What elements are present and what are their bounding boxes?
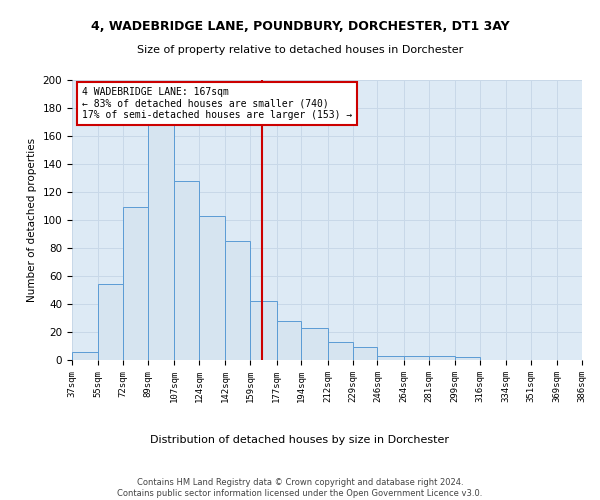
Text: 4 WADEBRIDGE LANE: 167sqm
← 83% of detached houses are smaller (740)
17% of semi: 4 WADEBRIDGE LANE: 167sqm ← 83% of detac… [82,87,352,120]
Bar [353,348,377,360]
Bar [328,342,353,360]
Bar [455,357,480,360]
Bar [377,356,404,360]
Text: Contains HM Land Registry data © Crown copyright and database right 2024.
Contai: Contains HM Land Registry data © Crown c… [118,478,482,498]
Bar [301,328,328,360]
Text: Distribution of detached houses by size in Dorchester: Distribution of detached houses by size … [151,435,449,445]
Bar [123,208,148,360]
Y-axis label: Number of detached properties: Number of detached properties [27,138,37,302]
Text: Size of property relative to detached houses in Dorchester: Size of property relative to detached ho… [137,45,463,55]
Text: 4, WADEBRIDGE LANE, POUNDBURY, DORCHESTER, DT1 3AY: 4, WADEBRIDGE LANE, POUNDBURY, DORCHESTE… [91,20,509,33]
Bar [148,125,174,360]
Bar [250,301,277,360]
Bar [174,181,199,360]
Bar [199,216,226,360]
Bar [226,241,250,360]
Bar [72,352,98,360]
Bar [404,356,428,360]
Bar [98,284,123,360]
Bar [428,356,455,360]
Bar [277,321,301,360]
